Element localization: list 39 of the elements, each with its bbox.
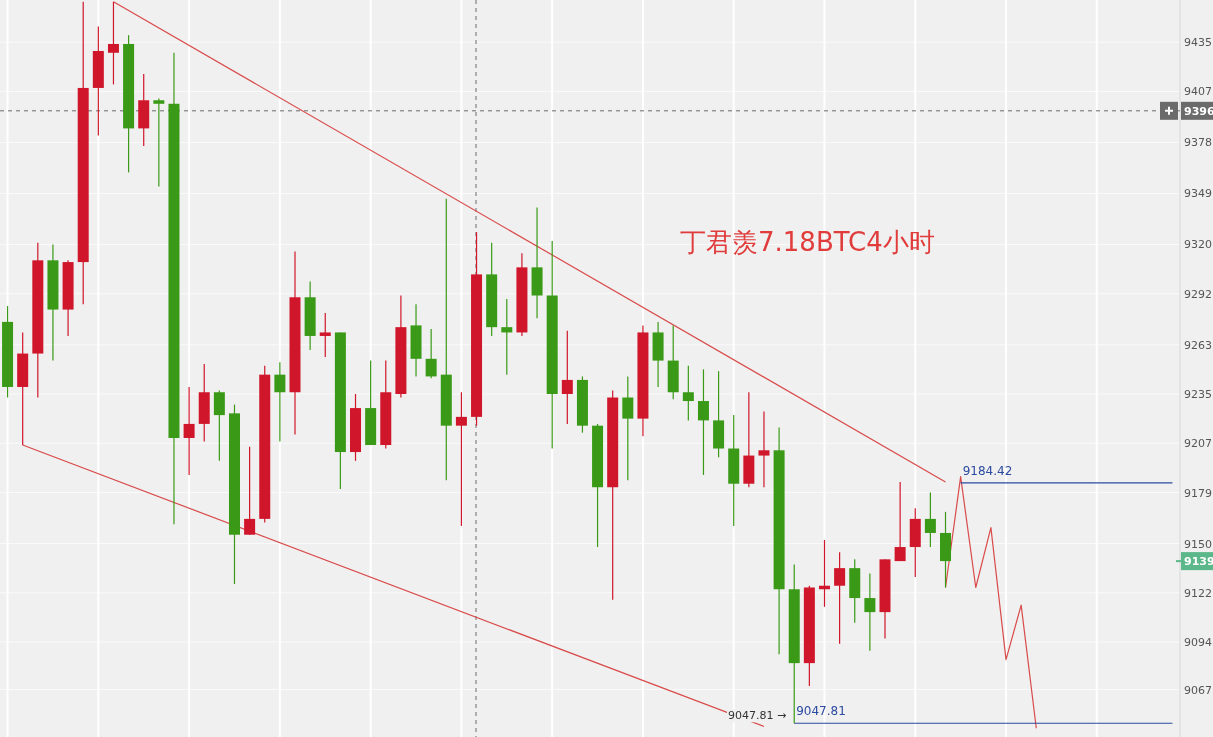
candlestick — [622, 375, 634, 481]
candlestick — [834, 551, 846, 645]
data-label: 9184.42 — [962, 463, 1013, 478]
candlestick — [274, 361, 286, 443]
y-tick-label: 9094 — [1184, 636, 1212, 650]
y-tick-label: 9179 — [1184, 486, 1212, 500]
candlestick — [864, 572, 876, 652]
y-tick-label: 9320 — [1184, 238, 1212, 252]
candlestick — [183, 386, 195, 476]
y-tick-label: 9067 — [1184, 683, 1212, 697]
y-tick-label: 9292 — [1184, 287, 1212, 301]
annotation: 9047.81 → — [728, 709, 787, 723]
candlestick — [758, 410, 770, 488]
candlestick — [455, 391, 467, 527]
line-series — [944, 476, 1037, 729]
candlestick — [319, 312, 331, 358]
candlestick — [561, 330, 573, 425]
y-tick-label: 9378 — [1184, 136, 1212, 150]
y-tick-label: 9435 — [1184, 36, 1212, 50]
candlestick — [894, 481, 906, 562]
candlestick — [213, 389, 225, 462]
candlestick — [682, 365, 694, 421]
candlestick — [501, 298, 513, 376]
candlestick — [153, 97, 165, 188]
y-tick-label: 9349 — [1184, 187, 1212, 201]
candlestick — [244, 446, 256, 536]
text: 丁君羡7.18BTC4小时 — [680, 227, 935, 257]
y-tick-label: 9207 — [1184, 437, 1212, 451]
y-tick-label: 9263 — [1184, 338, 1212, 352]
y-tick-label: 9150 — [1184, 537, 1212, 551]
candlestick — [924, 491, 936, 548]
y-tick-label: 9235 — [1184, 388, 1212, 401]
text: 9139 — [1184, 555, 1213, 569]
y-tick-label: 9122 — [1184, 586, 1212, 600]
data-label: 9047.81 — [796, 704, 846, 719]
candlestick — [107, 1, 119, 86]
candlestick — [697, 368, 709, 476]
candlestick — [425, 328, 437, 379]
y-tick-label: 9407 — [1184, 85, 1212, 99]
